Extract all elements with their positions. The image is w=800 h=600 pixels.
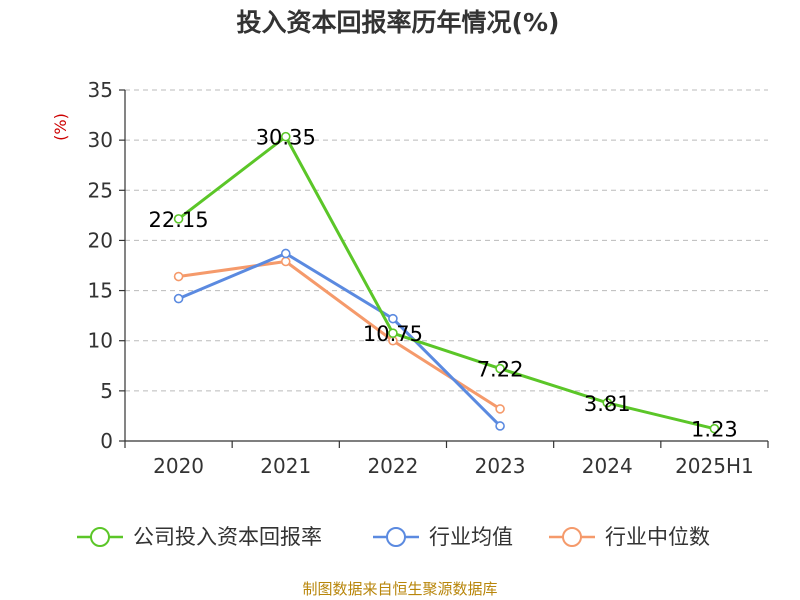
data-point (173, 214, 184, 224)
data-labels: 22.15 30.35 10.75 7.22 3.81 1.23 (149, 126, 738, 442)
y-tick-label: 30 (88, 128, 113, 152)
data-point (280, 131, 291, 142)
series-1 (173, 248, 505, 431)
series-layer (173, 131, 720, 434)
data-label: 10.75 (363, 322, 423, 346)
y-tick-label: 5 (100, 379, 113, 403)
legend-item-0[interactable]: 公司投入资本回报率 (77, 525, 322, 549)
x-tick-label: 2023 (475, 454, 526, 478)
y-tick-label: 35 (88, 78, 113, 102)
data-point (280, 248, 291, 259)
data-label: 3.81 (584, 392, 631, 416)
legend-label: 行业中位数 (605, 525, 710, 549)
data-point (173, 271, 184, 282)
axes: 0 5 10 15 20 25 30 35 2020 2021 2022 2023 2024 2025H1 (88, 78, 769, 478)
legend-label: 公司投入资本回报率 (133, 525, 322, 549)
data-point (388, 328, 398, 338)
series-line-1 (178, 251, 502, 428)
data-label: 7.22 (477, 358, 524, 382)
data-label: 1.23 (691, 418, 738, 442)
y-tick-label: 10 (88, 329, 113, 353)
x-tick-label: 2024 (582, 454, 633, 478)
series-0 (173, 131, 720, 434)
legend-item-1[interactable]: 行业均值 (373, 525, 513, 549)
y-tick-label: 25 (88, 178, 113, 202)
x-tick-label: 2021 (260, 454, 311, 478)
legend-label: 行业均值 (429, 525, 513, 549)
data-label: 22.15 (149, 208, 209, 232)
source-note: 制图数据来自恒生聚源数据库 (302, 580, 497, 598)
data-point (495, 421, 505, 431)
data-point (173, 293, 184, 304)
x-tick-label: 2022 (367, 454, 418, 478)
legend-swatch-marker (90, 527, 110, 547)
series-line-2 (178, 259, 501, 411)
data-point (602, 397, 613, 408)
series-line-0 (177, 135, 715, 431)
x-tick-label: 2020 (153, 454, 204, 478)
legend-swatch-marker (386, 527, 406, 547)
grid-lines (125, 89, 768, 392)
data-point (495, 363, 505, 374)
y-tick-label: 15 (88, 279, 113, 303)
x-tick-label: 2025H1 (675, 454, 754, 478)
data-point (388, 313, 398, 324)
data-label: 30.35 (256, 126, 316, 150)
data-point (280, 256, 291, 267)
data-point (495, 404, 505, 414)
y-tick-label: 0 (100, 429, 113, 453)
legend[interactable]: 公司投入资本回报率 行业均值 行业中位数 (77, 525, 710, 549)
y-axis-unit: (%) (51, 113, 70, 141)
legend-swatch-marker (562, 527, 582, 547)
legend-item-2[interactable]: 行业中位数 (549, 525, 710, 549)
y-tick-label: 20 (88, 228, 113, 252)
chart-title: 投入资本回报率历年情况(%) (237, 8, 560, 37)
data-point (709, 423, 720, 434)
